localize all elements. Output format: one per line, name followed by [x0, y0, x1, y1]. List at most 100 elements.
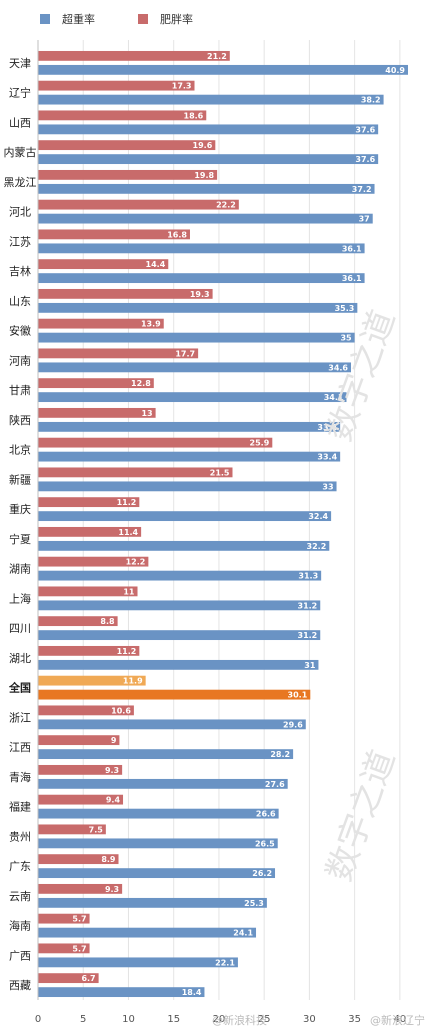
bar-overweight: [38, 659, 319, 670]
data-label-obesity: 14.4: [146, 260, 166, 269]
bar-obesity: [38, 229, 190, 240]
data-label-obesity: 9.3: [105, 766, 119, 775]
bar-overweight: [38, 243, 365, 254]
data-label-overweight: 26.2: [252, 869, 272, 878]
category-label: 全国: [8, 681, 31, 695]
bar-obesity: [38, 407, 156, 418]
bar-obesity: [38, 437, 273, 448]
bar-overweight: [38, 808, 279, 819]
bar-overweight: [38, 392, 347, 403]
data-label-overweight: 34.1: [324, 393, 344, 402]
bar-overweight: [38, 749, 294, 760]
category-label: 浙江: [9, 711, 31, 724]
data-label-obesity: 11.9: [123, 677, 143, 686]
data-label-overweight: 22.1: [215, 958, 235, 967]
bar-overweight: [38, 778, 288, 789]
data-label-overweight: 18.4: [182, 988, 202, 997]
bar-overweight: [38, 630, 321, 641]
bar-obesity: [38, 378, 154, 389]
data-label-obesity: 9: [111, 736, 117, 745]
data-label-overweight: 30.1: [288, 691, 308, 700]
category-label: 安徽: [9, 324, 31, 338]
category-label: 江苏: [9, 235, 31, 248]
data-label-overweight: 26.5: [255, 839, 275, 848]
data-label-overweight: 35: [340, 334, 352, 343]
bar-obesity: [38, 467, 233, 478]
data-label-obesity: 8.9: [101, 855, 116, 864]
data-label-overweight: 27.6: [265, 780, 285, 789]
bar-obesity: [38, 259, 169, 270]
x-tick-label: 25: [258, 1014, 271, 1025]
bar-overweight: [38, 719, 306, 730]
category-label: 山东: [9, 295, 31, 308]
bar-obesity: [38, 80, 195, 91]
bar-overweight: [38, 183, 375, 194]
bar-overweight: [38, 124, 379, 135]
bar-overweight: [38, 927, 257, 938]
data-label-overweight: 38.2: [361, 96, 381, 105]
bar-obesity: [38, 199, 239, 210]
bar-obesity: [38, 973, 99, 984]
bar-overweight: [38, 838, 278, 849]
x-tick-label: 10: [122, 1014, 135, 1025]
category-label: 吉林: [9, 264, 31, 278]
category-label: 海南: [9, 919, 31, 933]
bar-overweight: [38, 332, 355, 343]
category-label: 陕西: [9, 413, 31, 427]
data-label-obesity: 18.6: [184, 111, 204, 120]
data-label-obesity: 9.4: [106, 796, 121, 805]
category-label: 河北: [9, 206, 31, 219]
category-label: 天津: [9, 57, 31, 70]
category-label: 甘肃: [9, 384, 31, 397]
bar-overweight: [38, 94, 384, 105]
data-label-obesity: 5.7: [72, 944, 86, 953]
category-label: 上海: [9, 591, 31, 605]
data-label-obesity: 9.3: [105, 885, 119, 894]
bar-obesity: [38, 883, 123, 894]
bar-overweight: [38, 481, 337, 492]
data-label-obesity: 12.8: [131, 379, 151, 388]
bar-obesity: [38, 913, 90, 924]
data-label-obesity: 11.2: [117, 498, 137, 507]
data-label-obesity: 16.8: [167, 230, 187, 239]
data-label-overweight: 31: [304, 661, 316, 670]
bar-overweight: [38, 362, 352, 373]
data-label-overweight: 32.2: [307, 542, 327, 551]
bar-obesity: [38, 348, 199, 359]
x-tick-label: 5: [80, 1014, 86, 1025]
category-label: 广东: [9, 860, 31, 873]
category-label: 湖南: [9, 563, 31, 576]
data-label-overweight: 31.2: [298, 631, 318, 640]
category-label: 湖北: [9, 652, 31, 665]
bar-obesity: [38, 943, 90, 954]
data-label-obesity: 6.7: [81, 974, 95, 983]
data-label-obesity: 25.9: [250, 439, 270, 448]
data-label-overweight: 36.1: [342, 274, 362, 283]
data-label-obesity: 7.5: [89, 825, 104, 834]
category-label: 河南: [9, 354, 31, 367]
category-label: 北京: [9, 443, 31, 457]
data-label-overweight: 40.9: [385, 66, 405, 75]
legend-item-obesity: 肥胖率: [138, 11, 193, 27]
x-tick-label: 30: [303, 1014, 316, 1025]
bar-overweight: [38, 302, 358, 313]
category-label: 黑龙江: [4, 176, 37, 189]
data-label-obesity: 19.8: [194, 171, 214, 180]
category-label: 宁夏: [9, 532, 31, 546]
legend-item-overweight: 超重率: [40, 11, 95, 27]
data-label-overweight: 37.2: [352, 185, 372, 194]
bar-overweight: [38, 273, 365, 284]
data-label-overweight: 24.1: [233, 929, 253, 938]
data-label-overweight: 31.2: [298, 601, 318, 610]
bar-obesity: [38, 169, 218, 180]
category-label: 辽宁: [9, 86, 31, 100]
data-label-overweight: 29.6: [283, 720, 303, 729]
x-tick-label: 35: [348, 1014, 361, 1025]
category-label: 四川: [9, 622, 31, 635]
category-label: 福建: [9, 800, 31, 814]
data-label-overweight: 37: [359, 215, 370, 224]
bar-obesity: [38, 50, 230, 61]
data-label-overweight: 26.6: [256, 810, 276, 819]
x-tick-label: 15: [167, 1014, 180, 1025]
